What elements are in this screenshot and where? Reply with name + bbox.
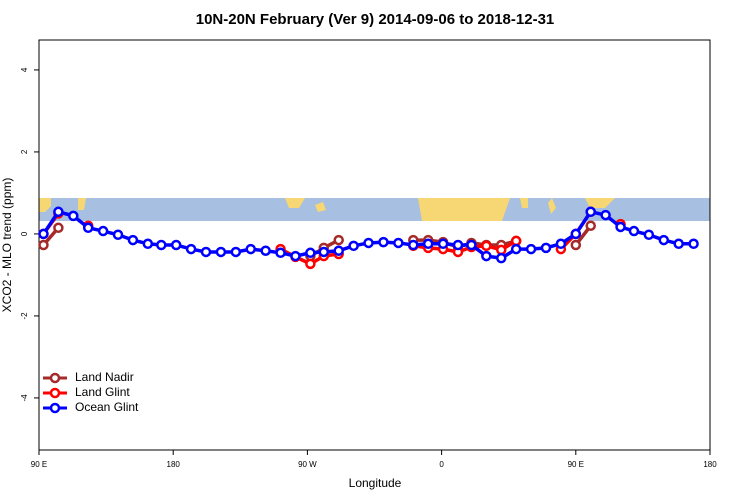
data-point — [260, 245, 271, 256]
data-point — [333, 245, 344, 256]
x-axis-label: Longitude — [349, 476, 402, 490]
data-point — [585, 206, 596, 218]
data-point — [275, 247, 286, 259]
data-point — [688, 238, 699, 250]
data-point — [82, 222, 94, 234]
data-point — [156, 239, 167, 251]
data-point — [127, 234, 139, 246]
data-point — [658, 234, 670, 246]
data-point — [628, 225, 640, 237]
data-point — [643, 229, 655, 240]
y-tick-label: 2 — [20, 149, 29, 154]
legend-label: Land Nadir — [75, 370, 134, 384]
legend-marker — [49, 372, 61, 384]
chart-title: 10N-20N February (Ver 9) 2014-09-06 to 2… — [196, 11, 555, 28]
data-point — [142, 238, 154, 250]
data-point — [305, 258, 316, 270]
data-point — [393, 237, 404, 249]
data-point — [68, 210, 79, 222]
data-point — [38, 228, 49, 240]
data-point — [305, 247, 316, 259]
data-point — [53, 222, 64, 234]
data-point — [600, 209, 611, 221]
legend-label: Land Glint — [75, 385, 130, 399]
data-point — [318, 246, 330, 258]
data-point — [495, 252, 507, 264]
data-point — [378, 236, 389, 248]
x-tick-label: 0 — [439, 460, 444, 469]
legend-marker — [49, 402, 61, 414]
data-point — [481, 250, 492, 262]
x-tick-label: 180 — [703, 460, 717, 469]
y-tick-label: 0 — [20, 231, 29, 236]
data-point — [230, 246, 242, 258]
data-point — [452, 239, 464, 251]
x-tick-label: 90 E — [31, 460, 47, 469]
data-point — [408, 239, 419, 251]
data-point — [615, 221, 626, 233]
data-point — [245, 243, 256, 255]
x-tick-label: 180 — [167, 460, 181, 469]
legend-label: Ocean Glint — [75, 400, 139, 414]
data-point — [481, 240, 492, 252]
map-band — [39, 198, 710, 221]
data-point — [570, 239, 582, 251]
plot-frame — [38, 39, 711, 451]
data-point — [290, 250, 301, 262]
data-point — [53, 206, 64, 218]
data-point — [422, 238, 434, 250]
data-point — [112, 229, 124, 240]
data-point — [466, 239, 477, 251]
data-point — [363, 237, 374, 249]
x-tick-label: 90 W — [298, 460, 317, 469]
data-point — [540, 242, 552, 254]
data-point — [510, 235, 522, 247]
legend-marker — [49, 387, 61, 399]
data-point — [200, 246, 212, 258]
y-axis-label: XCO2 - MLO trend (ppm) — [0, 178, 14, 313]
data-point — [510, 243, 522, 255]
y-tick-label: -4 — [20, 394, 29, 402]
y-tick-label: 4 — [20, 67, 29, 72]
data-point — [348, 240, 359, 252]
data-point — [185, 243, 197, 255]
data-point — [555, 238, 567, 250]
data-point — [38, 239, 49, 251]
data-point — [525, 243, 537, 255]
y-tick-label: -2 — [20, 312, 29, 320]
data-point — [570, 228, 582, 240]
data-point — [585, 220, 596, 231]
x-tick-label: 90 E — [568, 460, 584, 469]
data-point — [495, 244, 507, 256]
data-point — [97, 225, 109, 237]
data-point — [673, 238, 684, 250]
data-point — [170, 239, 182, 251]
data-point — [333, 234, 344, 246]
data-point — [215, 246, 227, 258]
data-point — [437, 238, 449, 250]
